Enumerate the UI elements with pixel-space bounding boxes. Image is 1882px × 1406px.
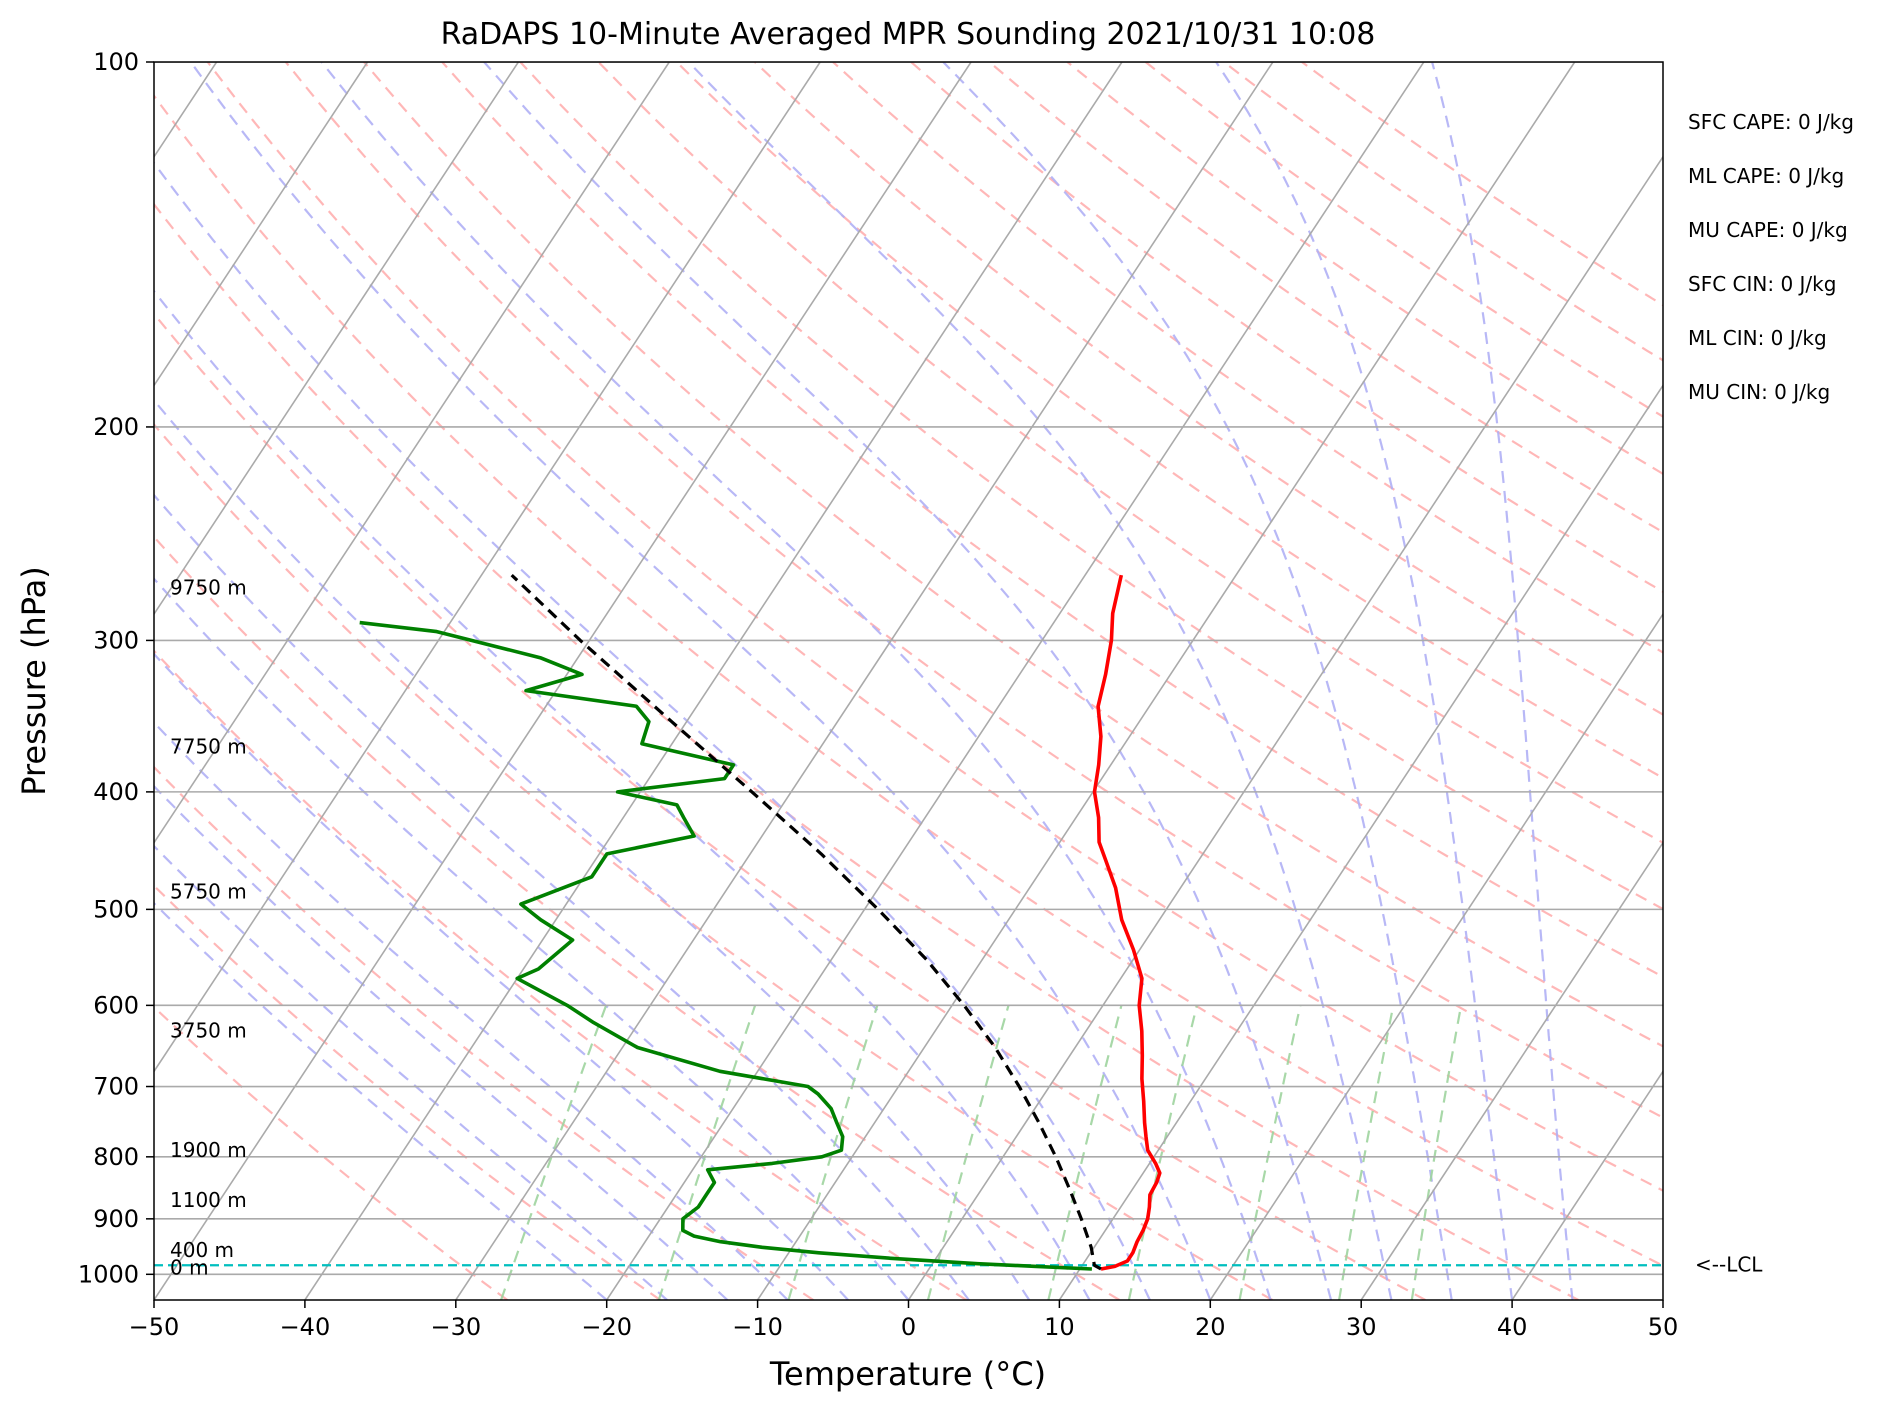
moist-adiabat [154, 901, 608, 1300]
dry-adiabat [754, 62, 1663, 716]
height-label: 1900 m [170, 1138, 247, 1162]
dry-adiabat [910, 62, 1663, 594]
index-label: ML CIN: 0 J/kg [1688, 326, 1827, 350]
y-tick-label: 200 [93, 413, 139, 441]
dry-adiabat [154, 312, 1426, 1300]
dry-adiabat [832, 62, 1663, 654]
y-tick-label: 1000 [78, 1260, 139, 1288]
dry-adiabat [363, 62, 1663, 1048]
index-label: SFC CIN: 0 J/kg [1688, 272, 1836, 296]
moist-adiabat [154, 652, 849, 1300]
dry-adiabat [1223, 62, 1663, 362]
x-tick-label: 0 [901, 1313, 916, 1341]
moist-adiabat [154, 844, 668, 1300]
y-axis-label: Pressure (hPa) [15, 566, 53, 796]
dry-adiabat [154, 1005, 508, 1300]
isotherm [1209, 612, 1663, 1300]
isotherm [606, 62, 1425, 1300]
isotherm [455, 62, 1274, 1300]
moist-adiabat [1215, 62, 1514, 1300]
lcl-label: <--LCL [1695, 1252, 1763, 1276]
x-tick-label: 50 [1648, 1313, 1679, 1341]
isotherm [1360, 841, 1663, 1300]
mixing-ratio-line [1047, 1005, 1123, 1300]
x-tick-label: −30 [430, 1313, 481, 1341]
index-label: MU CIN: 0 J/kg [1688, 380, 1830, 404]
mixing-ratio-line [1127, 1005, 1198, 1300]
dry-adiabat [154, 93, 1663, 1267]
mixing-ratio-line [1338, 1005, 1395, 1300]
height-label: 1100 m [170, 1188, 247, 1212]
dry-adiabat [154, 422, 1273, 1300]
isotherm [756, 62, 1576, 1300]
moist-adiabat [154, 784, 729, 1300]
isotherm [907, 155, 1663, 1300]
isotherm [154, 62, 821, 1073]
isotherm [1511, 1069, 1663, 1300]
height-label: 7750 m [170, 735, 247, 759]
mixing-ratio-line [657, 1005, 757, 1300]
y-tick-label: 300 [93, 626, 139, 654]
index-label: ML CAPE: 0 J/kg [1688, 164, 1844, 188]
moist-adiabat [154, 721, 789, 1300]
y-tick-label: 100 [93, 48, 139, 76]
moist-adiabat [1431, 62, 1574, 1300]
height-label: 9750 m [170, 576, 247, 600]
dry-adiabat [1301, 62, 1663, 307]
isotherm [154, 62, 369, 387]
dry-adiabat [154, 884, 661, 1300]
x-tick-label: 30 [1346, 1313, 1377, 1341]
x-tick-label: 20 [1195, 1313, 1226, 1341]
y-tick-label: 600 [93, 991, 139, 1019]
moist-adiabat [154, 161, 1151, 1300]
dewpoint-profile-line [359, 620, 1092, 1271]
dry-adiabat [154, 202, 1579, 1300]
mixing-ratio-line [500, 1005, 608, 1300]
mixing-ratio-line [1238, 1005, 1302, 1300]
dry-adiabat [988, 62, 1663, 534]
y-tick-label: 800 [93, 1143, 139, 1171]
dry-adiabat [284, 62, 1663, 1119]
isotherm [304, 62, 1123, 1300]
moist-adiabat [154, 289, 1091, 1300]
isotherm [154, 62, 520, 616]
dry-adiabat [154, 535, 1120, 1300]
parcel-profile-line [510, 573, 1102, 1271]
dry-adiabat [675, 62, 1663, 780]
x-tick-label: 40 [1497, 1313, 1528, 1341]
moist-adiabat [942, 62, 1453, 1300]
chart-title: RaDAPS 10-Minute Averaged MPR Sounding 2… [441, 17, 1376, 52]
moist-adiabat [687, 62, 1393, 1300]
isotherm [154, 62, 670, 845]
height-label: 400 m [170, 1238, 234, 1262]
x-axis-label: Temperature (°C) [769, 1355, 1046, 1393]
x-tick-label: −50 [129, 1313, 180, 1341]
index-label: MU CAPE: 0 J/kg [1688, 218, 1848, 242]
dry-adiabat [519, 62, 1663, 911]
x-tick-label: 10 [1044, 1313, 1075, 1341]
height-label: 3750 m [170, 1019, 247, 1043]
isotherm [1058, 384, 1663, 1300]
y-tick-label: 500 [93, 895, 139, 923]
y-tick-label: 700 [93, 1073, 139, 1101]
y-tick-label: 900 [93, 1205, 139, 1233]
index-label: SFC CAPE: 0 J/kg [1688, 110, 1854, 134]
moist-adiabat [154, 398, 1031, 1300]
height-label: 0 m [170, 1255, 209, 1279]
dry-adiabat [597, 62, 1663, 844]
dry-adiabat [1144, 62, 1663, 418]
mixing-ratio-line [1410, 1005, 1463, 1300]
dry-adiabat [1066, 62, 1663, 476]
dry-adiabat [154, 649, 967, 1300]
x-tick-label: −40 [280, 1313, 331, 1341]
height-label: 5750 m [170, 880, 247, 904]
x-tick-label: −10 [732, 1313, 783, 1341]
moist-adiabat [483, 62, 1333, 1300]
temperature-profile-line [1092, 574, 1162, 1271]
y-tick-label: 400 [93, 778, 139, 806]
x-tick-label: −20 [581, 1313, 632, 1341]
